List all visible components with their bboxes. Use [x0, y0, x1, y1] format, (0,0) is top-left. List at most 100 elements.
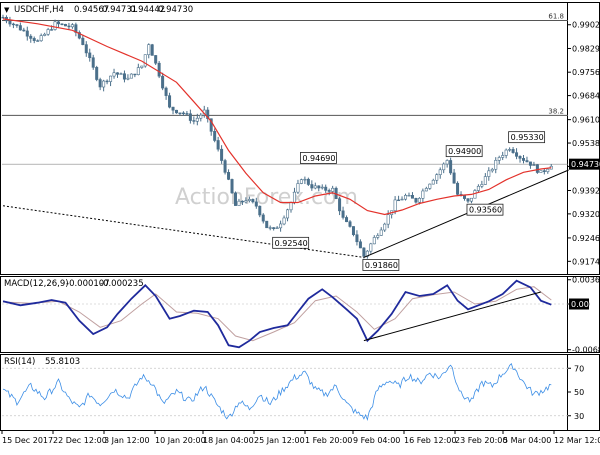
candle-body [410, 194, 414, 199]
candle-body [279, 223, 283, 229]
candle-body [168, 95, 172, 108]
candle-body [431, 179, 435, 185]
candle-body [254, 201, 258, 207]
candle-body [508, 149, 512, 151]
price-label-text: 0.92540 [275, 239, 308, 248]
candle-body [233, 192, 237, 206]
candle-body [407, 194, 411, 197]
ohlc-readout-value: 0.94730 [158, 5, 193, 15]
price-label-text: 0.94690 [302, 154, 335, 163]
candle-body [43, 33, 47, 36]
candle-body [324, 186, 328, 191]
watermark: ActionForex.com [175, 185, 358, 210]
candle-body [362, 247, 366, 257]
candle-body [161, 75, 165, 89]
candle-body [338, 198, 342, 212]
candle-body [383, 223, 387, 231]
price-label-box [466, 203, 504, 216]
x-tick-label: 5 Mar 04:00 [503, 436, 551, 445]
last-price-tag-text: 0.94730 [571, 160, 600, 169]
candle-body [188, 113, 192, 121]
candle-body [213, 131, 217, 141]
candle-body [372, 237, 376, 245]
candle-body [358, 241, 362, 249]
candle-body [36, 40, 40, 42]
candle-body [521, 158, 525, 161]
candle-body [535, 164, 539, 173]
candle-body [539, 170, 543, 173]
candle-body [341, 210, 345, 218]
candle-body [466, 198, 470, 202]
price-label-text: 0.95330 [511, 133, 544, 142]
candle-body [129, 73, 133, 79]
ohlc-readout-value: 0.94731 [102, 5, 137, 15]
candle-body [393, 199, 397, 212]
candle-body [282, 217, 286, 225]
candle-body [154, 55, 158, 64]
candle-body [237, 200, 241, 206]
candle-body [25, 30, 29, 37]
price-label-text: 0.94900 [448, 147, 481, 156]
candle-body [60, 23, 64, 25]
candle-body [331, 187, 335, 192]
candle-body [178, 112, 182, 114]
candle-body [313, 185, 317, 189]
rsi-pane-frame [0, 354, 600, 431]
candle-body [18, 25, 22, 31]
x-tick-label: 23 Feb 20:00 [455, 436, 507, 445]
candle-body [67, 25, 71, 28]
candle-body [504, 149, 508, 156]
candle-body [32, 38, 36, 41]
candle-body [175, 109, 179, 114]
candle-body [258, 205, 262, 216]
candle-body [345, 217, 349, 223]
candle-body [136, 67, 140, 75]
x-tick-label: 3 Jan 12:00 [104, 436, 150, 445]
candle-body [261, 214, 265, 222]
candle-body [98, 79, 102, 88]
candle-body [497, 157, 501, 161]
candle-body [192, 120, 196, 122]
candle-body [445, 160, 449, 165]
candle-body [223, 160, 227, 173]
candle-body [206, 109, 210, 120]
candle-body [195, 117, 199, 122]
candle-body [528, 161, 532, 166]
x-tick-label: 12 Mar 12:00 [554, 436, 600, 445]
candle-body [476, 185, 480, 191]
candle-body [421, 190, 425, 199]
candle-body [452, 172, 456, 184]
candle-body [265, 220, 269, 229]
candle-body [449, 160, 453, 174]
candle-body [438, 169, 442, 175]
candle-body [289, 202, 293, 211]
candle-body [46, 29, 50, 35]
candle-body [185, 113, 189, 115]
ohlc-readout-value: 0.94442 [130, 5, 165, 15]
candle-body [515, 152, 519, 157]
candle-body [63, 23, 67, 27]
macd-value-tag-text: 0.00 [571, 300, 589, 309]
candle-body [369, 243, 373, 252]
candle-body [546, 168, 550, 172]
candle-body [88, 52, 92, 59]
candle-body [320, 186, 324, 189]
candle-body [417, 198, 421, 203]
x-tick-label: 18 Jan 04:00 [203, 436, 254, 445]
x-tick-label: 22 Dec 12:00 [53, 436, 107, 445]
candle-body [164, 87, 168, 96]
macd-trendline [363, 291, 541, 342]
candle-body [424, 188, 428, 192]
macd-tick-label: -0.006858 [572, 346, 600, 355]
rsi-tick-label: 30 [574, 412, 584, 421]
